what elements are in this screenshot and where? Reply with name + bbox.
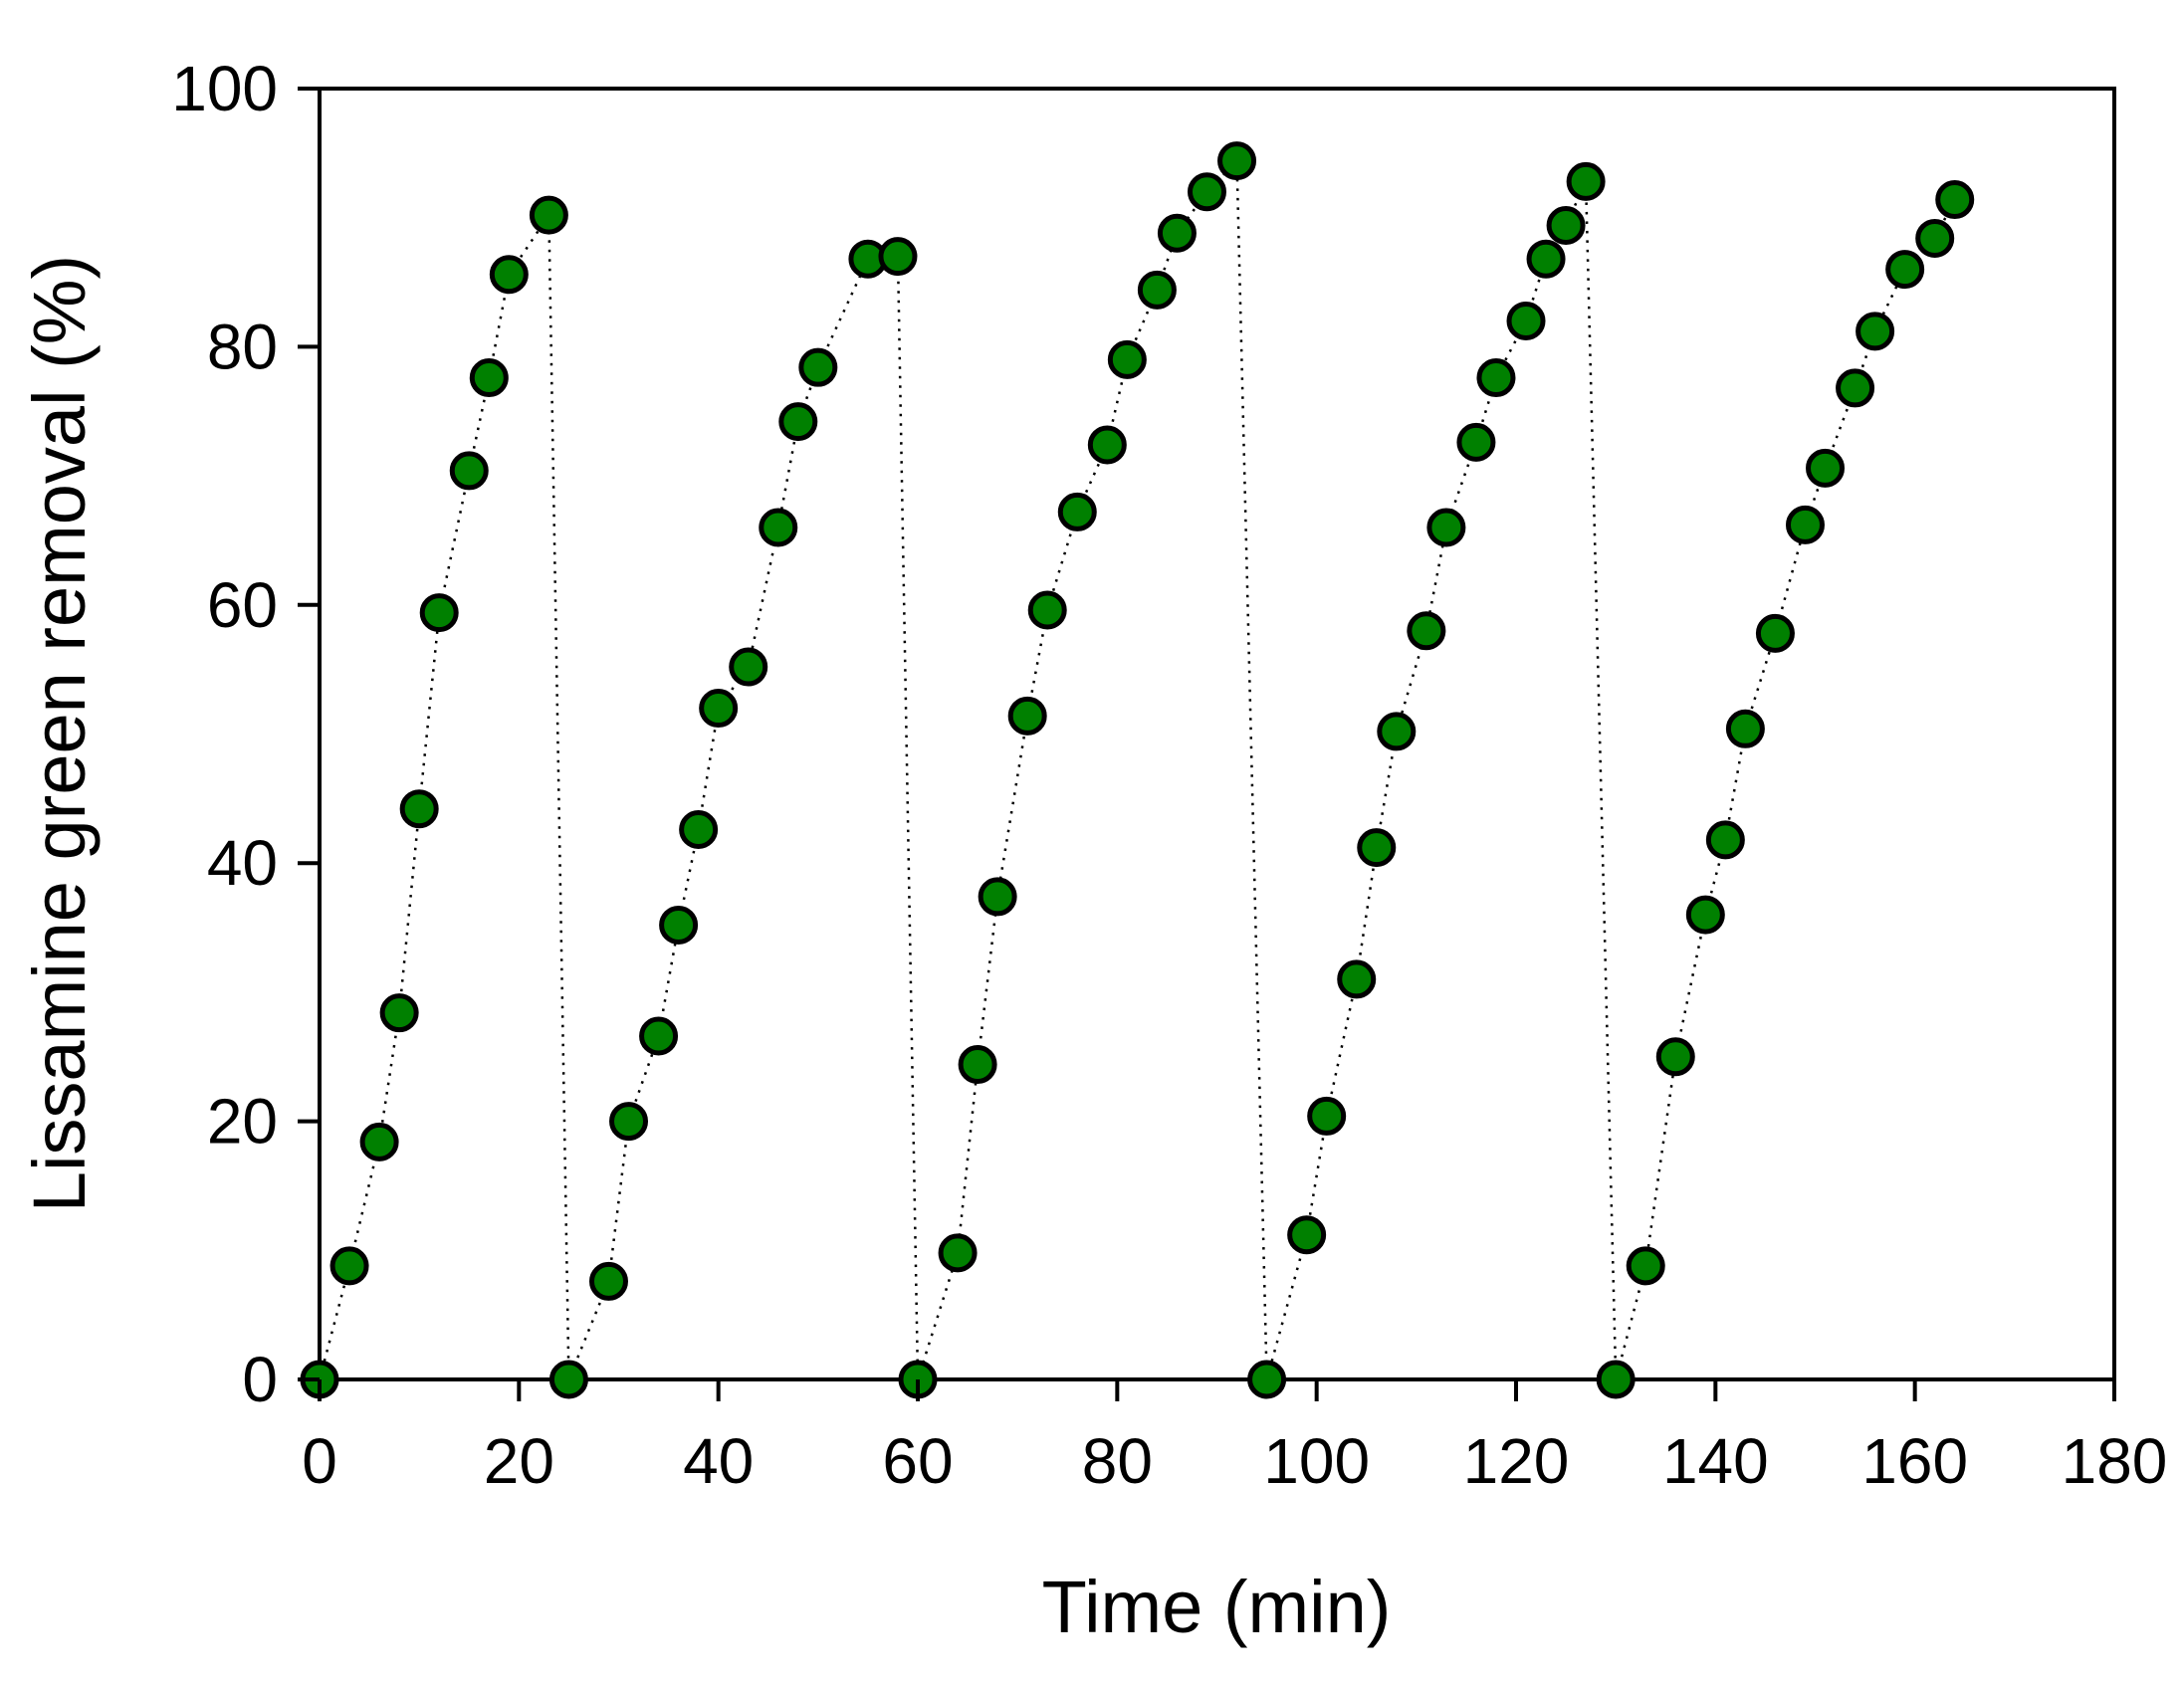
data-point [1137, 270, 1177, 310]
data-point [978, 877, 1017, 917]
data-point [379, 993, 419, 1033]
data-point [548, 1360, 588, 1399]
data-point [1885, 250, 1925, 290]
y-tick-label: 80 [207, 311, 278, 382]
data-point [1755, 613, 1795, 653]
data-point [1456, 422, 1496, 462]
data-point [489, 255, 529, 295]
y-tick-label: 100 [171, 53, 278, 124]
data-point [1287, 1215, 1327, 1255]
data-point [1337, 959, 1377, 999]
x-tick-label: 140 [1662, 1425, 1769, 1497]
x-axis-ticks: 0 20 40 60 80 100 120 140 160 180 [302, 1379, 2167, 1497]
x-tick-label: 0 [302, 1425, 337, 1497]
data-point [1725, 709, 1765, 748]
data-point [1247, 1360, 1287, 1399]
y-tick-label: 40 [207, 827, 278, 899]
data-point [1157, 213, 1197, 253]
series-connector-lines [318, 157, 1956, 1380]
data-point [1307, 1096, 1347, 1136]
data-point [588, 1261, 628, 1301]
x-tick-label: 20 [484, 1425, 554, 1497]
data-point [609, 1102, 649, 1142]
data-point [1087, 425, 1127, 465]
data-point [1626, 1246, 1665, 1286]
y-axis-title: Lissamine green removal (%) [18, 255, 101, 1212]
data-point [1596, 1360, 1636, 1399]
data-point [1426, 508, 1466, 547]
data-point [469, 358, 509, 398]
data-point [729, 647, 768, 687]
data-point [1705, 820, 1745, 860]
x-tick-label: 120 [1463, 1425, 1570, 1497]
x-tick-label: 160 [1861, 1425, 1968, 1497]
data-point [1526, 239, 1566, 279]
data-point [659, 905, 699, 945]
data-point [778, 402, 818, 442]
x-tick-label: 40 [683, 1425, 754, 1497]
data-point [1546, 205, 1586, 245]
data-point [1377, 712, 1417, 751]
data-point [399, 789, 439, 829]
data-point [679, 809, 719, 849]
data-point [419, 593, 459, 633]
data-point [1785, 505, 1825, 544]
data-point [639, 1016, 679, 1056]
y-tick-label: 60 [207, 569, 278, 641]
data-point [1407, 611, 1446, 651]
series-points [300, 141, 1975, 1399]
x-tick-label: 180 [2062, 1425, 2168, 1497]
data-point [1187, 172, 1226, 212]
data-point [359, 1122, 399, 1161]
data-point [1007, 696, 1047, 736]
x-tick-label: 80 [1082, 1425, 1153, 1497]
data-point [329, 1246, 369, 1286]
data-point [1057, 492, 1097, 531]
plot-area [318, 87, 2116, 1381]
data-point [798, 347, 838, 387]
series-line [318, 157, 1956, 1380]
y-axis-ticks: 0 20 40 60 80 100 [171, 53, 320, 1415]
x-tick-label: 60 [882, 1425, 953, 1497]
data-point [1217, 141, 1257, 181]
data-point [878, 237, 918, 277]
data-point [759, 508, 798, 547]
data-point [529, 195, 568, 235]
data-point [1806, 448, 1846, 488]
data-point [1935, 180, 1975, 220]
data-point [1357, 828, 1397, 868]
data-point [1836, 368, 1875, 408]
data-point [1655, 1037, 1695, 1077]
data-point [1506, 301, 1546, 340]
x-axis-title: Time (min) [1042, 1566, 1392, 1648]
data-point [1915, 218, 1955, 258]
data-point [938, 1233, 978, 1273]
y-tick-label: 20 [207, 1086, 278, 1158]
y-tick-label: 0 [242, 1344, 278, 1415]
data-point [1476, 358, 1516, 398]
data-point [1107, 339, 1147, 379]
data-point [1856, 312, 1895, 351]
data-point [958, 1045, 997, 1085]
data-point [1685, 895, 1725, 935]
data-point [1027, 590, 1067, 630]
x-tick-label: 100 [1263, 1425, 1370, 1497]
data-point [449, 451, 489, 491]
data-point [699, 689, 739, 729]
data-point [1566, 161, 1606, 201]
